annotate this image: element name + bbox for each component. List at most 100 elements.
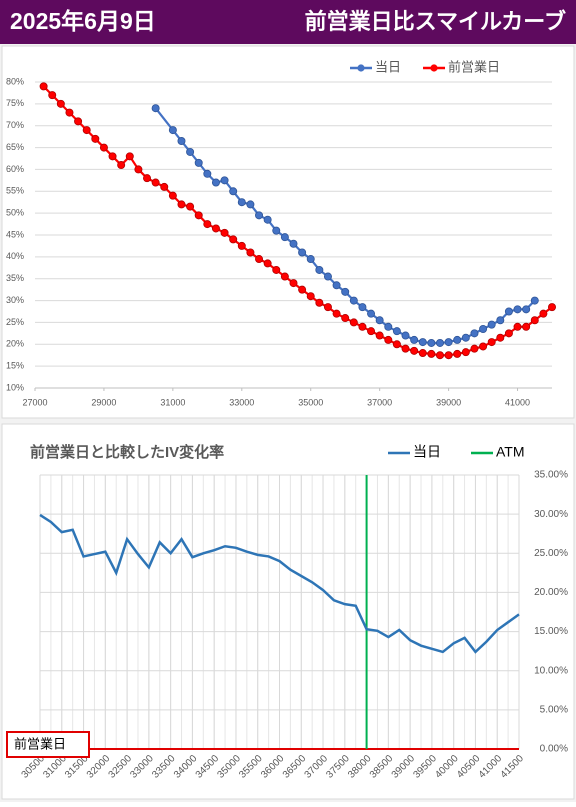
marker xyxy=(160,182,169,191)
marker xyxy=(367,327,376,336)
marker xyxy=(367,309,376,318)
series-line xyxy=(39,513,520,654)
x-tick-label: 41000 xyxy=(505,397,530,407)
y-tick-label: 25% xyxy=(6,317,24,327)
y-tick-label: 75% xyxy=(6,98,24,108)
marker xyxy=(220,228,229,237)
y-tick-label: 40% xyxy=(6,251,24,261)
marker xyxy=(280,233,289,242)
header-bar xyxy=(0,0,576,44)
marker xyxy=(237,198,246,207)
marker xyxy=(530,296,539,305)
marker xyxy=(108,152,117,161)
marker xyxy=(487,320,496,329)
y-tick-label: 20% xyxy=(6,339,24,349)
y-tick-label: 5.00% xyxy=(540,704,568,715)
marker xyxy=(39,82,48,91)
y-tick-label: 30.00% xyxy=(534,509,568,520)
marker xyxy=(306,255,315,264)
marker xyxy=(220,176,229,185)
marker xyxy=(444,351,453,360)
marker xyxy=(358,303,367,312)
marker xyxy=(168,126,177,135)
marker xyxy=(255,211,264,220)
y-tick-label: 35% xyxy=(6,273,24,283)
marker xyxy=(229,187,238,196)
marker xyxy=(255,255,264,264)
marker xyxy=(522,305,531,314)
marker xyxy=(56,99,65,108)
marker xyxy=(461,348,470,357)
marker xyxy=(496,333,505,342)
marker xyxy=(298,285,307,294)
marker xyxy=(479,342,488,351)
marker xyxy=(435,338,444,347)
x-tick-label: 35000 xyxy=(298,397,323,407)
marker xyxy=(470,329,479,338)
x-tick-label: 31000 xyxy=(160,397,185,407)
marker xyxy=(211,178,220,187)
marker xyxy=(280,272,289,281)
baseline-label: 前営業日 xyxy=(14,736,66,751)
marker xyxy=(134,165,143,174)
marker xyxy=(349,318,358,327)
y-tick-label: 45% xyxy=(6,229,24,239)
legend-label: 当日 xyxy=(375,59,401,74)
legend-marker xyxy=(357,64,365,72)
marker xyxy=(358,322,367,331)
marker xyxy=(530,316,539,325)
marker xyxy=(151,178,160,187)
marker xyxy=(453,349,462,358)
marker xyxy=(99,143,108,152)
marker xyxy=(487,338,496,347)
marker xyxy=(548,303,557,312)
marker xyxy=(65,108,74,117)
marker xyxy=(453,335,462,344)
marker xyxy=(384,322,393,331)
marker xyxy=(203,169,212,178)
marker xyxy=(125,152,134,161)
marker xyxy=(341,287,350,296)
x-tick-label: 39000 xyxy=(436,397,461,407)
chart-panel xyxy=(1,45,575,419)
y-tick-label: 50% xyxy=(6,208,24,218)
marker xyxy=(272,265,281,274)
marker xyxy=(151,104,160,113)
chart-title: 前営業日と比較したIV変化率 xyxy=(30,443,224,461)
marker xyxy=(289,239,298,248)
marker xyxy=(341,314,350,323)
marker xyxy=(246,200,255,209)
marker xyxy=(74,117,83,126)
y-tick-label: 55% xyxy=(6,186,24,196)
marker xyxy=(168,191,177,200)
marker xyxy=(375,331,384,340)
marker xyxy=(392,340,401,349)
marker xyxy=(479,324,488,333)
marker xyxy=(539,309,548,318)
marker xyxy=(392,327,401,336)
marker xyxy=(401,344,410,353)
marker xyxy=(522,322,531,331)
marker xyxy=(246,248,255,257)
marker xyxy=(143,174,152,183)
marker xyxy=(384,335,393,344)
y-tick-label: 20.00% xyxy=(534,587,568,598)
y-tick-label: 10.00% xyxy=(534,665,568,676)
legend-label: 当日 xyxy=(413,444,441,460)
marker xyxy=(289,279,298,288)
x-tick-label: 29000 xyxy=(91,397,116,407)
marker xyxy=(410,335,419,344)
marker xyxy=(298,248,307,257)
marker xyxy=(237,241,246,250)
y-tick-label: 60% xyxy=(6,164,24,174)
marker xyxy=(117,161,126,170)
marker xyxy=(186,202,195,211)
marker xyxy=(177,137,186,146)
y-tick-label: 10% xyxy=(6,382,24,392)
y-tick-label: 30% xyxy=(6,295,24,305)
marker xyxy=(418,338,427,347)
marker xyxy=(186,147,195,156)
header-title: 前営業日比スマイルカーブ xyxy=(305,9,566,34)
y-tick-label: 15% xyxy=(6,361,24,371)
marker xyxy=(504,329,513,338)
